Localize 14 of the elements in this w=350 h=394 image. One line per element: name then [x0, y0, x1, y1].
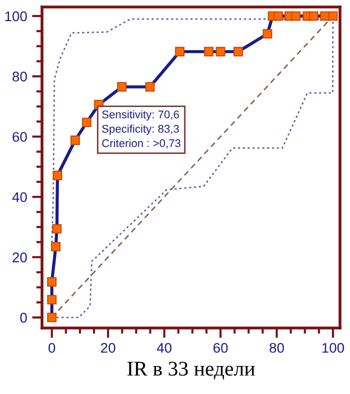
x-tick-label: 40	[156, 342, 172, 353]
y-tick-label: 100	[5, 11, 27, 22]
y-tick-label: 60	[12, 132, 27, 142]
y-tick-label: 80	[12, 72, 27, 82]
y-tick-label: 0	[20, 312, 27, 323]
x-tick-label: 80	[270, 342, 284, 353]
x-tick-label: 20	[101, 342, 116, 353]
x-tick-label: 0	[48, 342, 56, 353]
y-tick-label: 40	[12, 192, 27, 202]
x-tick-label: 100	[322, 342, 344, 353]
annotation: Sensitivity: 70,6 Specificity: 83,3 Criterion : >0,73	[102, 110, 180, 148]
x-tick-label: 60	[214, 342, 228, 353]
y-tick-label: 20	[12, 252, 27, 262]
x-axis-title: IR в 33 недели	[127, 362, 255, 380]
